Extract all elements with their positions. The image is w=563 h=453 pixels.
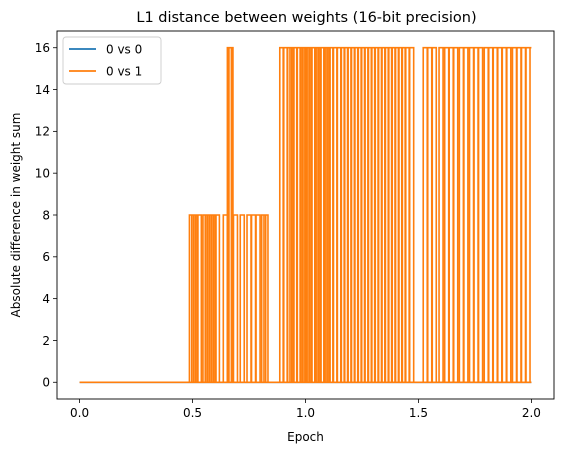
x-tick-label: 1.5: [409, 406, 428, 420]
y-axis: 0 2 4 6 8 10 12 14 16: [35, 41, 57, 390]
x-tick-label: 0.5: [183, 406, 202, 420]
plot-area: [79, 46, 532, 384]
y-tick-label: 14: [35, 83, 50, 97]
series-line-0-vs-1: [79, 46, 532, 384]
chart-title: L1 distance between weights (16-bit prec…: [136, 10, 476, 26]
y-tick-label: 2: [42, 334, 50, 348]
y-tick-label: 16: [35, 41, 50, 55]
y-axis-label: Absolute difference in weight sum: [9, 113, 23, 318]
y-tick-label: 10: [35, 166, 50, 180]
legend-label-0-vs-0: 0 vs 0: [106, 43, 142, 57]
x-tick-label: 2.0: [522, 406, 541, 420]
y-tick-label: 12: [35, 125, 50, 139]
x-axis: 0.0 0.5 1.0 1.5 2.0: [70, 399, 541, 420]
legend-label-0-vs-1: 0 vs 1: [106, 65, 142, 79]
x-axis-label: Epoch: [287, 430, 324, 444]
y-tick-label: 0: [42, 376, 50, 390]
y-tick-label: 6: [42, 250, 50, 264]
x-tick-label: 0.0: [70, 406, 89, 420]
legend: 0 vs 0 0 vs 1: [62, 36, 162, 85]
x-tick-label: 1.0: [296, 406, 315, 420]
y-tick-label: 8: [42, 208, 50, 222]
y-tick-label: 4: [42, 292, 50, 306]
